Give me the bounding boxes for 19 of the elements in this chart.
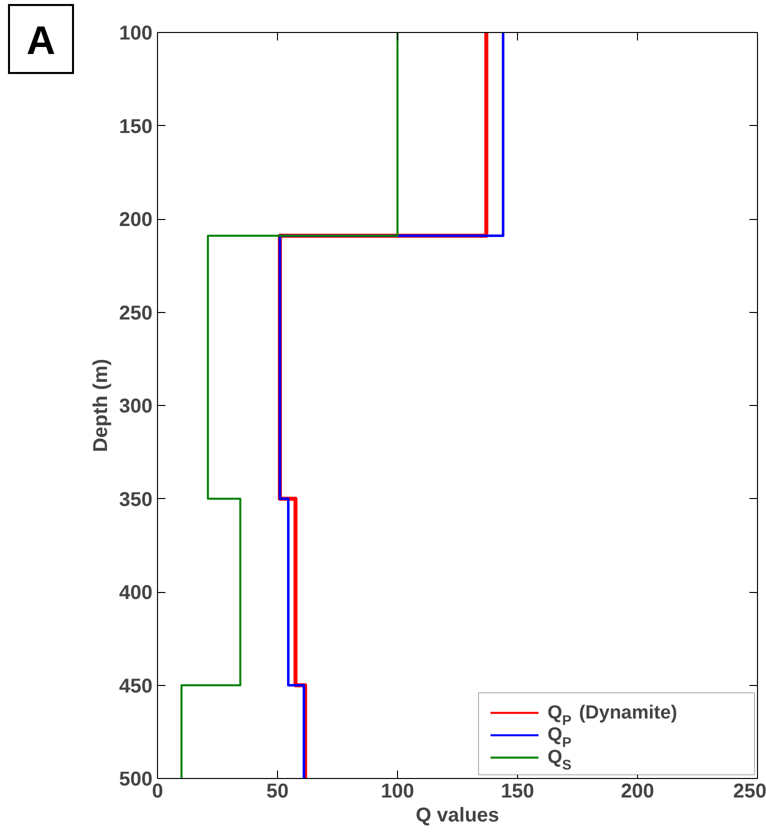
x-axis-title: Q values: [416, 804, 500, 826]
x-tick-label: 250: [733, 780, 766, 802]
x-tick-label: 150: [500, 780, 534, 802]
y-axis-title: Depth (m): [90, 358, 112, 452]
y-tick-label: 500: [119, 768, 153, 790]
line-series: [180, 32, 398, 778]
y-tick-label: 450: [119, 675, 153, 698]
y-tick-label: 200: [119, 209, 153, 231]
y-tick-label: 100: [119, 22, 153, 44]
text: A: [26, 18, 56, 65]
y-tick-label: 250: [119, 302, 153, 324]
x-tick-label: 200: [620, 780, 654, 802]
x-tick-label: 50: [266, 780, 289, 802]
x-tick-label: 100: [380, 780, 414, 802]
y-tick-label: 350: [119, 488, 153, 511]
y-tick-label: 150: [119, 116, 153, 138]
y-tick-label: 400: [119, 582, 153, 604]
x-tick-label: 0: [152, 780, 164, 802]
y-tick-label: 300: [119, 396, 153, 418]
